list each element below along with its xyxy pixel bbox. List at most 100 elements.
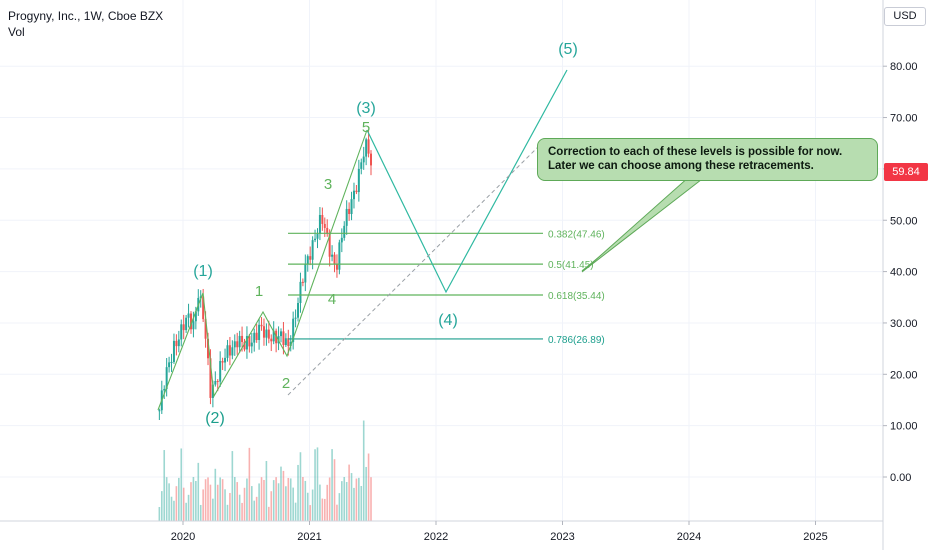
candle-body	[255, 332, 258, 340]
minor-wave-label: 5	[362, 119, 370, 136]
volume-bar	[182, 487, 185, 521]
fib-retracement[interactable]: 0.382(47.46) 0.5(41.45) 0.618(35.44) 0.786(…	[288, 229, 605, 346]
major-wave-label: (1)	[193, 263, 213, 280]
volume-bar	[204, 479, 207, 521]
elliott-wave[interactable]	[157, 69, 708, 411]
volume-bar	[350, 473, 353, 521]
volume-bar	[277, 483, 280, 521]
candle-body	[187, 313, 190, 318]
price-tick-label: 10.00	[890, 421, 918, 433]
candle-body	[207, 338, 210, 359]
candle-body	[362, 156, 365, 163]
candle-body	[328, 233, 331, 257]
candle-body	[318, 214, 321, 234]
candle-body	[231, 347, 234, 356]
candle-body	[267, 329, 270, 339]
volume-bar	[221, 479, 224, 521]
volume-bar	[170, 496, 173, 521]
volume-bar	[209, 484, 212, 521]
volume-bar	[328, 477, 331, 521]
candle-body	[241, 335, 244, 343]
candle-body	[238, 335, 241, 348]
candle-body	[211, 384, 214, 398]
volume-bar	[360, 485, 363, 521]
grid	[0, 0, 883, 521]
candle-body	[367, 139, 370, 154]
volume-bar	[367, 453, 370, 521]
volume-bar	[309, 505, 311, 521]
minor-wave-label: 3	[324, 176, 332, 193]
candle-body	[294, 317, 297, 319]
candle-body	[360, 162, 363, 169]
volume-bar	[297, 464, 299, 521]
volume-bar	[316, 447, 319, 521]
volume-bar	[224, 489, 226, 521]
volume-bar	[272, 480, 275, 521]
time-tick-label: 2025	[803, 531, 827, 543]
volume-bar	[275, 477, 277, 521]
volume-bar	[285, 486, 287, 521]
major-wave-label: (2)	[205, 410, 225, 427]
volume-bar	[289, 478, 292, 521]
candle-body	[287, 338, 290, 347]
volume-bar	[255, 496, 258, 521]
candle-body	[297, 302, 300, 318]
candle-body	[185, 317, 188, 331]
candle-body	[163, 388, 166, 391]
candle-body	[221, 361, 224, 363]
volume-bar	[270, 491, 273, 521]
candle-body	[292, 318, 295, 342]
volume-bar	[302, 477, 304, 521]
candle-body	[335, 264, 338, 270]
volume-bar	[333, 459, 336, 521]
candle-body	[158, 410, 161, 412]
volume-bar	[258, 483, 260, 521]
volume-bar	[314, 449, 316, 521]
candle-body	[357, 168, 360, 193]
candle-body	[316, 233, 319, 239]
candle-body	[282, 331, 285, 346]
volume-bar	[341, 481, 343, 521]
candle-body	[260, 324, 263, 327]
volume-bars	[158, 420, 372, 521]
candle-body	[214, 380, 217, 385]
volume-bar	[187, 494, 190, 521]
candle-body	[233, 341, 236, 348]
projection-wave-path	[366, 69, 568, 294]
volume-bar	[175, 486, 178, 521]
candle-body	[250, 342, 253, 347]
candle-body	[168, 362, 171, 368]
volume-bar	[294, 502, 297, 521]
candle-body	[245, 336, 248, 350]
annotation-callout[interactable]: Correction to each of these levels is po…	[537, 138, 878, 181]
volume-bar	[331, 449, 333, 521]
candle-body	[172, 340, 175, 362]
candle-body	[177, 339, 180, 347]
volume-bar	[251, 486, 253, 521]
major-wave-label: (3)	[356, 100, 376, 117]
volume-bar	[253, 500, 256, 521]
volume-bar	[345, 482, 348, 521]
volume-bar	[304, 480, 307, 521]
price-tick-label: 50.00	[890, 215, 918, 227]
candle-body	[209, 358, 212, 398]
callout-pointer	[581, 175, 708, 273]
volume-bar	[236, 482, 239, 521]
candle-body	[348, 208, 351, 215]
volume-bar	[263, 479, 265, 521]
candle-body	[170, 361, 173, 363]
candle-body	[314, 238, 317, 241]
volume-bar	[268, 506, 270, 521]
currency-button[interactable]: USD	[884, 7, 926, 26]
time-tick-label: 2023	[550, 531, 574, 543]
candle-body	[180, 324, 183, 340]
volume-bar	[233, 477, 236, 521]
callout-line-1: Correction to each of these levels is po…	[548, 146, 843, 158]
volume-bar	[292, 487, 294, 521]
candle-body	[345, 208, 348, 226]
candle-body	[301, 281, 304, 283]
volume-bar	[282, 470, 285, 521]
